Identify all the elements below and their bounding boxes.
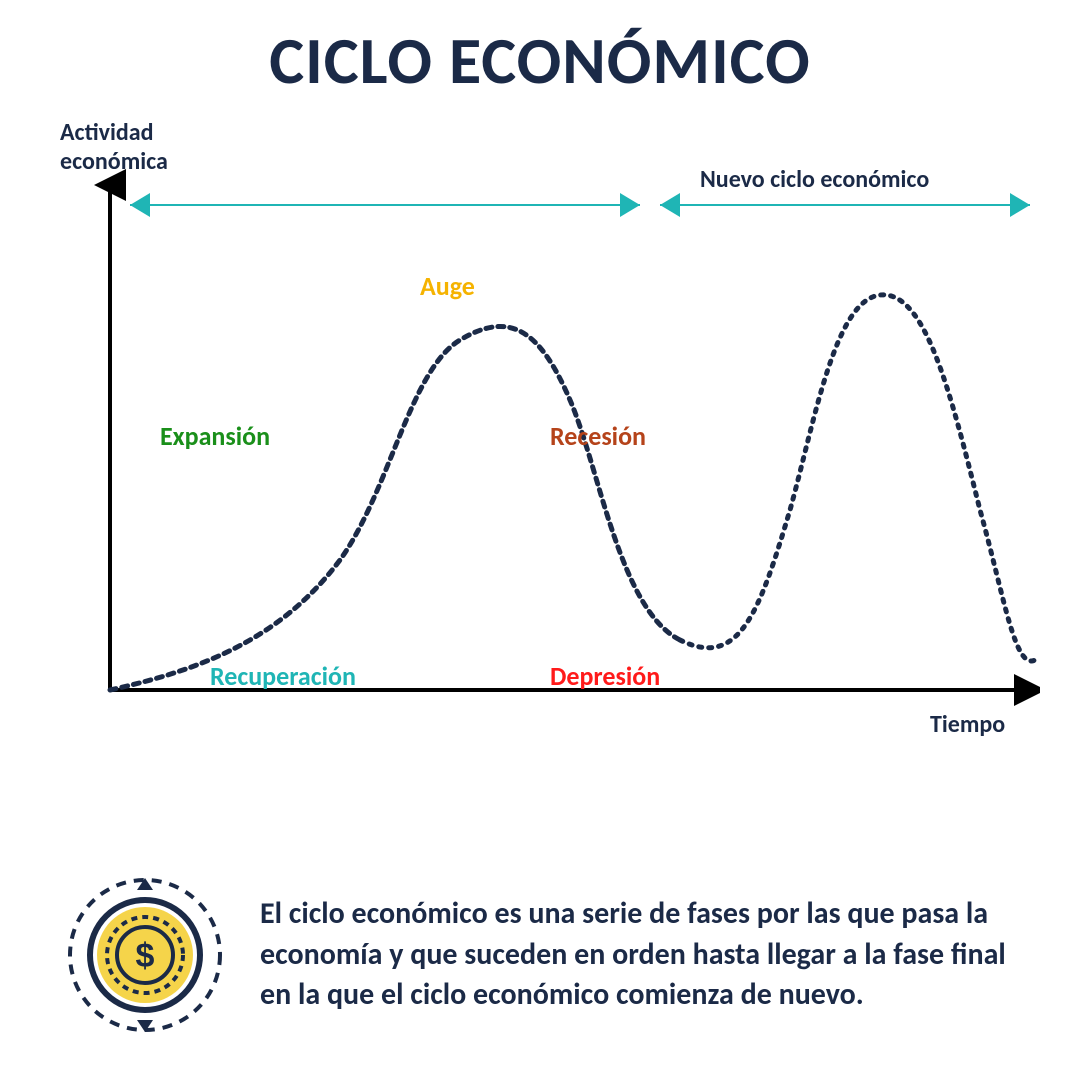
range-label-cycle2: Nuevo ciclo económico bbox=[700, 165, 929, 194]
phase-label-recesion: Recesión bbox=[550, 420, 646, 452]
footer-description: El ciclo económico es una serie de fases… bbox=[260, 894, 1020, 1016]
phase-label-recuperacion: Recuperación bbox=[210, 660, 356, 692]
phase-label-auge: Auge bbox=[420, 270, 475, 302]
cycle-coin-icon: $ bbox=[60, 870, 230, 1040]
coin-dollar-sign: $ bbox=[136, 937, 155, 975]
y-axis-label: Actividad económica bbox=[60, 118, 168, 176]
phase-label-depresion: Depresión bbox=[550, 660, 660, 692]
page-title: CICLO ECONÓMICO bbox=[0, 20, 1080, 101]
economic-cycle-chart: Actividad económica Tiempo Nuevo ciclo e… bbox=[60, 130, 1040, 780]
curve-cycle-2 bbox=[680, 295, 1035, 661]
footer: $ El ciclo económico es una serie de fas… bbox=[60, 870, 1020, 1040]
phase-label-expansion: Expansión bbox=[160, 420, 270, 452]
curve-cycle-1 bbox=[110, 327, 680, 691]
x-axis-label: Tiempo bbox=[930, 710, 1005, 739]
